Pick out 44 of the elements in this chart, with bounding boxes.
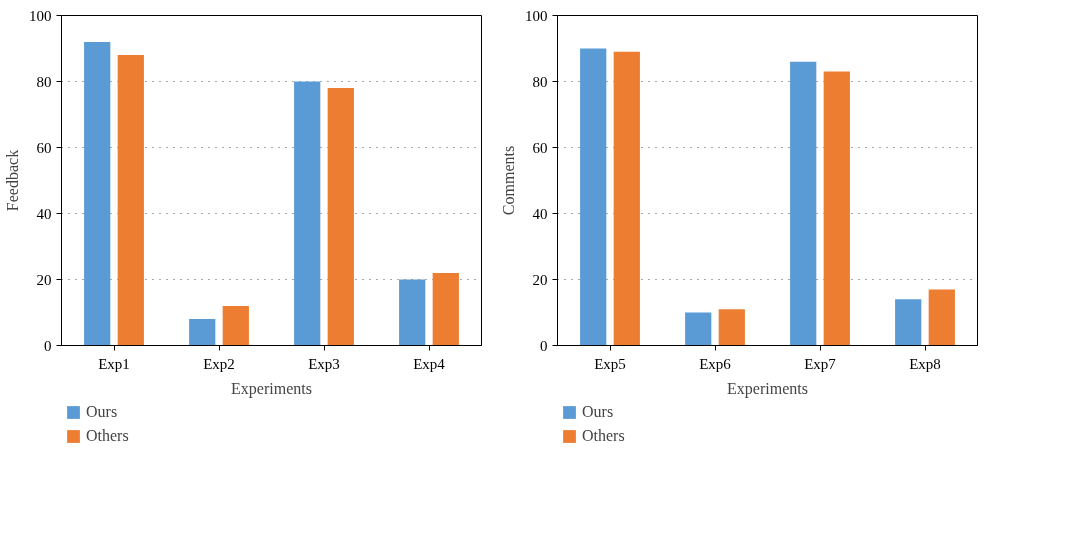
bar [399,279,426,346]
y-tick-label: 80 [532,73,548,90]
bar [613,51,640,346]
x-tick-label: Exp4 [413,355,446,372]
bar [790,61,817,346]
y-tick-label: 60 [36,139,52,156]
bar [222,305,249,346]
bar [294,81,321,346]
x-axis-title: Experiments [231,379,312,398]
y-tick-label: 100 [29,7,52,24]
y-tick-label: 60 [532,139,548,156]
legend-label: Others [582,427,625,445]
legend-label: Ours [582,403,614,421]
bar [718,309,745,346]
bar [327,88,354,346]
bar [895,299,922,346]
bar [685,312,712,346]
y-tick-label: 20 [532,271,548,288]
legend-label: Ours [86,403,118,421]
y-tick-label: 80 [36,73,52,90]
y-axis-title: Comments [500,145,517,216]
y-axis-title: Feedback [4,149,21,212]
legend-label: Others [86,427,129,445]
bar [84,41,111,346]
x-tick-label: Exp1 [98,355,130,372]
x-axis-title: Experiments [727,379,808,398]
y-tick-label: 100 [525,7,548,24]
y-tick-label: 40 [532,205,548,222]
bar [432,272,459,346]
bar [928,289,955,346]
bar [823,71,850,346]
x-tick-label: Exp3 [308,355,340,372]
x-tick-label: Exp5 [594,355,626,372]
x-tick-label: Exp6 [699,355,732,372]
x-tick-label: Exp8 [909,355,941,372]
x-tick-label: Exp2 [203,355,235,372]
bar [580,48,607,346]
y-tick-label: 0 [540,337,548,354]
bar [189,319,216,346]
bar [117,55,144,346]
y-tick-label: 0 [44,337,52,354]
y-tick-label: 20 [36,271,52,288]
y-tick-label: 40 [36,205,52,222]
x-tick-label: Exp7 [804,355,837,372]
